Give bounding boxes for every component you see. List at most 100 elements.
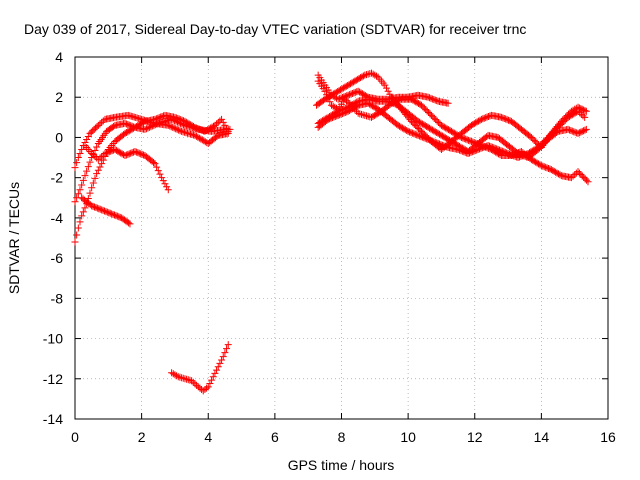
data-point-marker — [430, 127, 438, 135]
data-point-marker — [426, 136, 434, 144]
data-point-marker — [520, 151, 528, 159]
data-point-marker — [359, 111, 367, 119]
series-arc-6 — [168, 341, 232, 395]
data-point-marker — [356, 110, 364, 118]
data-point-marker — [91, 147, 99, 155]
data-point-marker — [431, 96, 439, 104]
data-point-marker — [527, 133, 535, 141]
data-point-marker — [326, 115, 334, 123]
data-point-marker — [121, 152, 129, 160]
data-point-marker — [415, 125, 423, 133]
y-tick-label: 0 — [55, 129, 63, 145]
data-point-marker — [436, 140, 444, 148]
data-point-marker — [345, 81, 353, 89]
data-point-marker — [354, 75, 362, 83]
data-point-marker — [553, 125, 561, 133]
data-point-marker — [437, 121, 445, 129]
data-point-marker — [125, 219, 133, 227]
data-point-marker — [93, 204, 101, 212]
data-point-marker — [583, 176, 591, 184]
data-point-marker — [558, 119, 566, 127]
data-point-marker — [148, 122, 156, 130]
data-point-marker — [74, 224, 82, 232]
data-point-marker — [191, 380, 199, 388]
data-point-marker — [355, 75, 363, 83]
y-axis-label: SDTVAR / TECUs — [6, 182, 22, 294]
data-point-marker — [130, 124, 138, 132]
data-point-marker — [423, 107, 431, 115]
data-point-marker — [579, 112, 587, 120]
data-point-marker — [178, 116, 186, 124]
data-point-marker — [176, 127, 184, 135]
data-point-marker — [536, 161, 544, 169]
data-point-marker — [195, 125, 203, 133]
series-arc-10 — [314, 71, 452, 107]
data-point-marker — [138, 150, 146, 158]
data-point-marker — [467, 148, 475, 156]
data-point-marker — [470, 147, 478, 155]
series-arc-11 — [314, 99, 589, 162]
data-point-marker — [125, 127, 133, 135]
data-point-marker — [81, 172, 89, 180]
data-point-marker — [545, 132, 553, 140]
data-point-marker — [175, 115, 183, 123]
data-point-marker — [568, 111, 576, 119]
data-point-marker — [363, 92, 371, 100]
data-point-marker — [502, 115, 510, 123]
data-point-marker — [158, 112, 166, 120]
data-point-marker — [418, 120, 426, 128]
data-point-marker — [463, 136, 471, 144]
data-point-marker — [209, 373, 217, 381]
data-point-marker — [564, 125, 572, 133]
data-point-marker — [348, 89, 356, 97]
data-point-marker — [358, 73, 366, 81]
series-arc-3 — [71, 111, 232, 246]
data-point-marker — [565, 112, 573, 120]
data-point-marker — [71, 198, 79, 206]
data-point-marker — [181, 117, 189, 125]
data-point-marker — [555, 170, 563, 178]
data-point-marker — [415, 100, 423, 108]
data-point-marker — [338, 94, 346, 102]
data-point-marker — [108, 210, 116, 218]
data-point-marker — [556, 171, 564, 179]
plot-frame — [74, 56, 609, 420]
data-point-marker — [106, 209, 114, 217]
data-point-marker — [98, 153, 106, 161]
data-point-marker — [542, 163, 550, 171]
data-point-marker — [384, 87, 392, 95]
data-point-marker — [221, 349, 229, 357]
data-point-marker — [547, 131, 555, 139]
data-point-marker — [460, 148, 468, 156]
data-point-marker — [153, 163, 161, 171]
data-point-marker — [96, 120, 104, 128]
data-point-marker — [142, 125, 150, 133]
data-point-marker — [86, 201, 94, 209]
series-arc-5 — [81, 141, 172, 194]
data-point-marker — [219, 353, 227, 361]
data-point-marker — [78, 146, 86, 154]
data-point-marker — [334, 111, 342, 119]
data-point-marker — [361, 71, 369, 79]
data-point-marker — [131, 148, 139, 156]
data-point-marker — [336, 111, 344, 119]
data-point-marker — [333, 112, 341, 120]
data-point-marker — [323, 116, 331, 124]
data-point-marker — [201, 127, 209, 135]
data-point-marker — [144, 124, 152, 132]
data-point-marker — [104, 148, 112, 156]
data-point-marker — [83, 135, 91, 143]
data-point-marker — [83, 167, 91, 175]
data-point-marker — [577, 110, 585, 118]
data-point-marker — [126, 220, 134, 228]
data-point-marker — [344, 107, 352, 115]
data-point-marker — [154, 167, 162, 175]
x-tick-label: 4 — [204, 429, 212, 445]
data-point-marker — [433, 117, 441, 125]
y-tick-label: -12 — [43, 371, 63, 387]
data-point-marker — [114, 147, 122, 155]
data-point-marker — [543, 164, 551, 172]
data-point-marker — [84, 163, 92, 171]
data-point-marker — [570, 110, 578, 118]
data-point-marker — [528, 147, 536, 155]
